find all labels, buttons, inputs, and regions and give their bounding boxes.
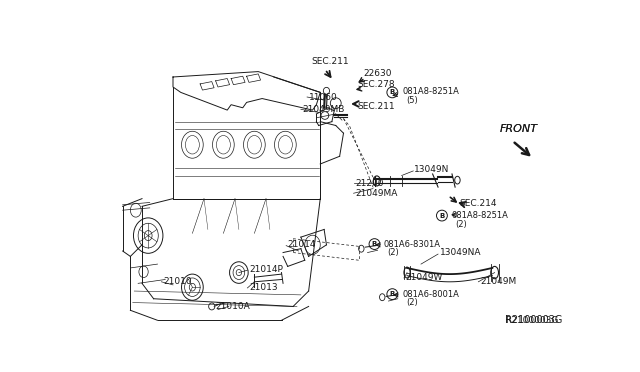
Text: 21049M: 21049M	[480, 276, 516, 286]
Text: (2): (2)	[388, 248, 399, 257]
Text: 081A6-8301A: 081A6-8301A	[384, 240, 441, 248]
Text: B: B	[390, 89, 395, 95]
Text: (2): (2)	[455, 219, 467, 228]
Text: 081A6-8001A: 081A6-8001A	[403, 290, 460, 299]
Text: 21200: 21200	[355, 179, 383, 188]
Text: 21049MB: 21049MB	[303, 105, 345, 114]
Text: 21010A: 21010A	[216, 302, 250, 311]
Text: 21014P: 21014P	[249, 265, 283, 274]
Text: 081A8-8251A: 081A8-8251A	[403, 87, 460, 96]
Text: 21010: 21010	[163, 277, 191, 286]
Text: SEC.214: SEC.214	[460, 199, 497, 208]
Text: SEC.278: SEC.278	[358, 80, 395, 89]
Text: 11060: 11060	[308, 93, 337, 102]
Text: 081A8-8251A: 081A8-8251A	[451, 211, 508, 220]
Text: R2100003G: R2100003G	[505, 316, 558, 325]
Text: B: B	[439, 212, 445, 219]
Text: 13049NA: 13049NA	[440, 248, 481, 257]
Text: FRONT: FRONT	[500, 124, 538, 134]
Text: 21049W: 21049W	[406, 273, 443, 282]
Text: (2): (2)	[406, 298, 418, 307]
Text: SEC.211: SEC.211	[312, 57, 349, 66]
Text: (5): (5)	[406, 96, 418, 105]
Text: 21014: 21014	[288, 240, 316, 249]
Text: R2100003G: R2100003G	[505, 315, 562, 325]
Text: 21013: 21013	[249, 283, 278, 292]
Text: B: B	[390, 291, 395, 297]
Text: 21049MA: 21049MA	[355, 189, 397, 198]
Text: FRONT: FRONT	[500, 124, 538, 134]
Text: B: B	[372, 241, 377, 247]
Text: SEC.211: SEC.211	[358, 102, 395, 111]
Text: 22630: 22630	[364, 70, 392, 78]
Text: 13049N: 13049N	[414, 165, 449, 174]
